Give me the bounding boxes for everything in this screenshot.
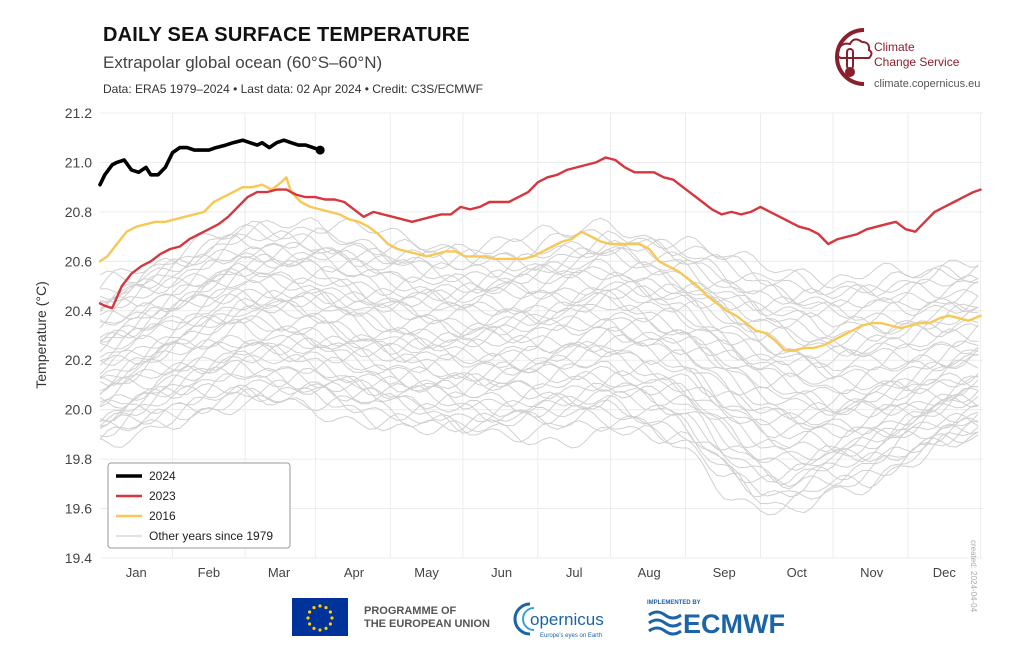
series-2016-line: [98, 176, 982, 352]
eu-flag-icon: [292, 598, 348, 636]
copernicus-name: opernicus: [530, 610, 604, 629]
y-tick-label: 21.2: [65, 105, 92, 121]
other-year-line: [99, 288, 979, 395]
x-tick-label: Oct: [787, 565, 808, 580]
copernicus-logo: opernicus Europe's eyes on Earth: [513, 602, 604, 639]
other-year-line: [99, 218, 979, 295]
x-tick-label: May: [414, 565, 439, 580]
chart-subtitle: Extrapolar global ocean (60°S–60°N): [103, 53, 383, 72]
temperature-chart: 19.4 19.6 19.8 20.0 20.2 20.4 20.6 20.8 21.0 21.2…: [33, 105, 983, 580]
other-year-line: [99, 304, 979, 413]
ecmwf-logo: IMPLEMENTED BY ECMWF: [647, 600, 785, 639]
eu-line2: THE EUROPEAN UNION: [364, 618, 490, 630]
series-2024-line: [98, 138, 322, 187]
y-tick-label: 20.6: [65, 253, 92, 269]
y-tick-label: 21.0: [65, 154, 92, 170]
x-tick-label: Nov: [860, 565, 884, 580]
chart-title: DAILY SEA SURFACE TEMPERATURE: [103, 24, 470, 46]
legend-label: 2016: [149, 509, 176, 523]
other-year-line: [99, 381, 979, 498]
other-year-line: [99, 379, 979, 488]
series-2024-end-marker: [315, 145, 325, 155]
other-year-line: [99, 356, 979, 471]
x-tick-label: Feb: [198, 565, 220, 580]
other-year-line: [99, 387, 979, 516]
other-year-line: [99, 311, 979, 411]
other-year-line: [99, 249, 979, 318]
brand-name: Climate Change Service: [874, 40, 994, 70]
other-year-line: [99, 241, 979, 325]
data-credit-line: Data: ERA5 1979–2024 • Last data: 02 Apr…: [103, 82, 483, 96]
other-years-lines: [99, 216, 979, 516]
x-tick-label: Jun: [491, 565, 512, 580]
other-year-line: [99, 295, 979, 392]
other-year-line: [99, 297, 979, 403]
y-tick-label: 20.2: [65, 352, 92, 368]
series-2023-line: [98, 156, 982, 310]
y-tick-label: 19.6: [65, 501, 92, 517]
x-tick-label: Mar: [268, 565, 291, 580]
other-year-line: [99, 233, 979, 307]
legend-label: 2024: [149, 469, 176, 483]
copernicus-tagline: Europe's eyes on Earth: [540, 633, 602, 639]
other-year-line: [99, 344, 979, 449]
other-year-line: [99, 350, 979, 466]
y-tick-label: 19.8: [65, 451, 92, 467]
x-tick-label: Apr: [344, 565, 365, 580]
other-year-line: [99, 287, 979, 385]
legend-label: 2023: [149, 489, 176, 503]
created-date: created: 2024-04-04: [969, 540, 978, 613]
brand-url: climate.copernicus.eu: [874, 78, 981, 90]
y-tick-label: 20.8: [65, 204, 92, 220]
eu-line1: PROGRAMME OF: [364, 605, 457, 617]
x-tick-label: Dec: [933, 565, 957, 580]
ecmwf-implemented: IMPLEMENTED BY: [647, 600, 701, 606]
x-tick-label: Sep: [713, 565, 736, 580]
other-year-line: [99, 366, 979, 486]
x-tick-label: Jul: [566, 565, 583, 580]
other-year-line: [99, 248, 979, 342]
other-year-line: [99, 308, 979, 416]
y-axis-label: Temperature (°C): [33, 281, 49, 389]
other-year-line: [99, 216, 979, 297]
other-year-line: [99, 367, 979, 483]
brand-name-line1: Climate: [874, 40, 915, 54]
other-year-line: [99, 272, 979, 380]
x-tick-label: Aug: [638, 565, 661, 580]
other-year-line: [99, 317, 979, 432]
other-year-line: [99, 341, 979, 453]
eu-programme-label: PROGRAMME OF THE EUROPEAN UNION: [364, 605, 490, 631]
other-year-line: [99, 387, 979, 500]
y-tick-label: 19.4: [65, 550, 92, 566]
y-tick-label: 20.0: [65, 402, 92, 418]
other-year-line: [99, 384, 979, 514]
legend-label: Other years since 1979: [149, 529, 273, 543]
other-year-line: [99, 250, 979, 335]
other-year-line: [99, 217, 979, 296]
other-year-line: [99, 279, 979, 369]
grid-lines: [100, 112, 983, 559]
other-year-line: [99, 342, 979, 451]
ecmwf-name: ECMWF: [683, 609, 785, 639]
legend-box: [107, 462, 291, 549]
other-year-line: [99, 246, 979, 339]
thermometer-cloud-icon: [835, 28, 873, 86]
legend: 2024 2023 2016 Other years since 1979: [107, 462, 291, 549]
brand-name-line2: Change Service: [874, 55, 960, 69]
other-year-line: [99, 367, 979, 490]
other-year-line: [99, 265, 979, 352]
x-tick-label: Jan: [126, 565, 147, 580]
y-tick-label: 20.4: [65, 303, 92, 319]
